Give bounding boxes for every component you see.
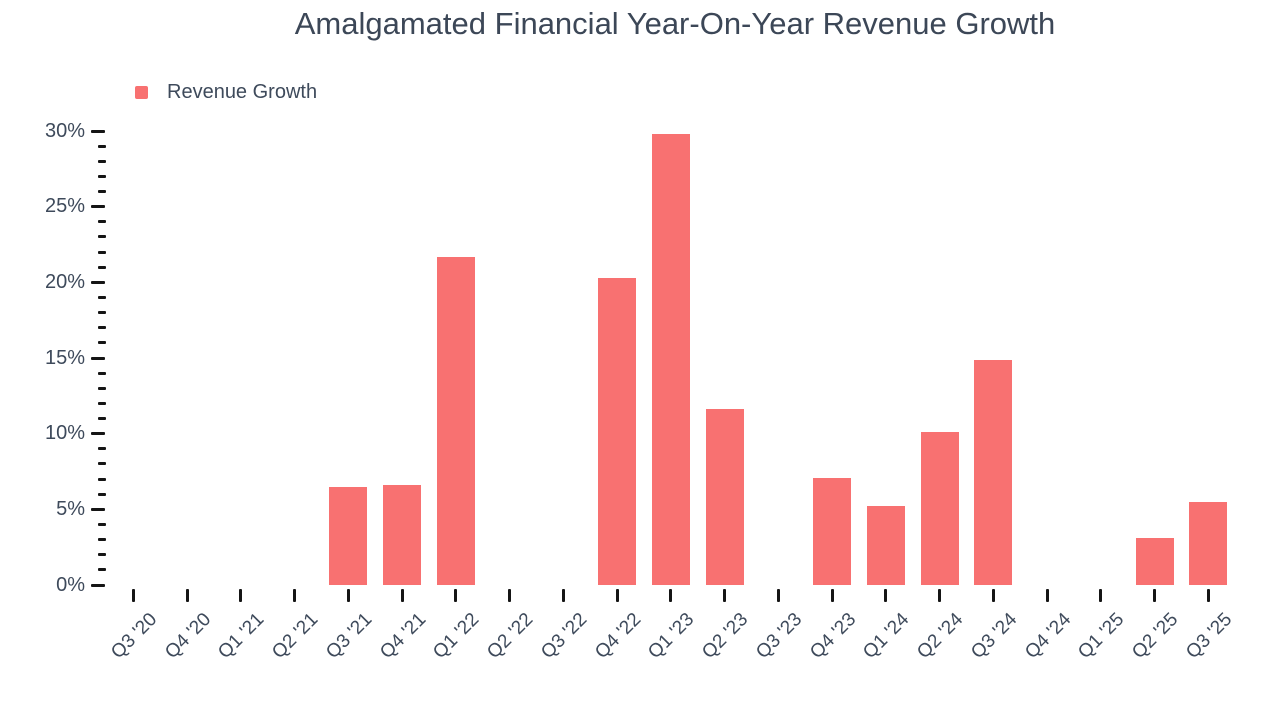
y-axis-tick-label: 5% (56, 497, 85, 520)
y-axis-tick-label: 20% (44, 270, 85, 293)
x-axis-tick (131, 589, 135, 602)
bar-q1-23[interactable] (651, 134, 690, 585)
y-axis-tick-label: 0% (56, 573, 85, 596)
bar-q3-24[interactable] (974, 359, 1013, 585)
x-axis-tick-label: Q1 '25 (1074, 609, 1129, 664)
y-axis-minor-tick (98, 159, 106, 163)
y-axis-major-tick (91, 280, 105, 284)
y-axis-major-tick (91, 129, 105, 133)
x-axis-tick-label: Q1 '21 (214, 609, 269, 664)
y-axis-minor-tick (98, 553, 106, 557)
y-axis-minor-tick (98, 326, 106, 330)
x-axis-tick-label: Q2 '25 (1128, 609, 1183, 664)
x-axis-tick-label: Q3 '22 (537, 609, 592, 664)
y-axis-minor-tick (98, 538, 106, 542)
y-axis-minor-tick (98, 568, 106, 572)
bar-q2-25[interactable] (1135, 538, 1174, 585)
x-axis-tick (830, 589, 834, 602)
x-axis-tick (561, 589, 565, 602)
bar-q2-24[interactable] (920, 432, 959, 585)
y-axis-minor-tick (98, 235, 106, 239)
bar-q3-25[interactable] (1189, 501, 1228, 585)
x-axis-tick-label: Q2 '23 (698, 609, 753, 664)
x-axis-tick (1045, 589, 1049, 602)
x-axis-tick-label: Q4 '23 (805, 609, 860, 664)
x-axis-tick (346, 589, 350, 602)
x-axis-tick (991, 589, 995, 602)
x-axis-tick-label: Q1 '23 (644, 609, 699, 664)
x-axis-tick (669, 589, 673, 602)
bar-q3-21[interactable] (329, 486, 368, 585)
y-axis-minor-tick (98, 295, 106, 299)
x-axis-tick (1099, 589, 1103, 602)
y-axis-tick-label: 25% (44, 195, 85, 218)
x-axis-tick (508, 589, 512, 602)
x-axis-tick-label: Q3 '23 (752, 609, 807, 664)
y-axis-minor-tick (98, 190, 106, 194)
x-axis-tick (1153, 589, 1157, 602)
x-axis-tick-label: Q2 '21 (268, 609, 323, 664)
y-axis-minor-tick (98, 462, 106, 466)
x-axis-tick-label: Q3 '21 (322, 609, 377, 664)
y-axis-minor-tick (98, 386, 106, 390)
y-axis-tick-label: 30% (44, 119, 85, 142)
x-axis-tick-label: Q2 '24 (913, 609, 968, 664)
x-axis-tick-label: Q4 '21 (375, 609, 430, 664)
y-axis-minor-tick (98, 144, 106, 148)
x-axis-tick-label: Q1 '24 (859, 609, 914, 664)
x-axis-tick-label: Q1 '22 (429, 609, 484, 664)
y-axis-major-tick (91, 432, 105, 436)
legend-label: Revenue Growth (167, 81, 318, 103)
y-axis-tick-label: 15% (44, 346, 85, 369)
bar-q1-22[interactable] (436, 256, 475, 585)
y-axis-minor-tick (98, 341, 106, 345)
x-axis-tick (454, 589, 458, 602)
x-axis-tick (1206, 589, 1210, 602)
y-axis-minor-tick (98, 522, 106, 526)
y-axis-minor-tick (98, 477, 106, 481)
x-axis-tick-label: Q3 '24 (967, 609, 1022, 664)
x-axis-tick (938, 589, 942, 602)
y-axis-minor-tick (98, 174, 106, 178)
y-axis-minor-tick (98, 220, 106, 224)
legend-swatch-icon (135, 86, 148, 99)
x-axis-tick (884, 589, 888, 602)
x-axis-tick-label: Q3 '20 (107, 609, 162, 664)
y-axis-minor-tick (98, 311, 106, 315)
x-axis-tick (723, 589, 727, 602)
bar-q2-23[interactable] (705, 409, 744, 585)
y-axis-minor-tick (98, 401, 106, 405)
y-axis-minor-tick (98, 492, 106, 496)
x-axis-tick-label: Q2 '22 (483, 609, 538, 664)
x-axis-tick (400, 589, 404, 602)
y-axis-minor-tick (98, 371, 106, 375)
x-axis-tick (185, 589, 189, 602)
x-axis-tick (615, 589, 619, 602)
y-axis-major-tick (91, 507, 105, 511)
x-axis-tick (239, 589, 243, 602)
bar-q4-21[interactable] (383, 485, 422, 585)
y-axis-minor-tick (98, 447, 106, 451)
x-axis-tick-label: Q4 '22 (590, 609, 645, 664)
bar-q4-23[interactable] (813, 477, 852, 585)
y-axis-minor-tick (98, 250, 106, 254)
y-axis-minor-tick (98, 265, 106, 269)
x-axis-tick-label: Q4 '24 (1020, 609, 1075, 664)
y-axis-major-tick (91, 356, 105, 360)
x-axis-tick (293, 589, 297, 602)
bar-q4-22[interactable] (598, 277, 637, 585)
y-axis-minor-tick (98, 417, 106, 421)
x-axis-tick-label: Q3 '25 (1182, 609, 1237, 664)
y-axis-major-tick (91, 583, 105, 587)
x-axis-tick (776, 589, 780, 602)
chart-title: Amalgamated Financial Year-On-Year Reven… (294, 6, 1056, 41)
y-axis-major-tick (91, 205, 105, 209)
legend-item-revenue-growth[interactable]: Revenue Growth (135, 81, 317, 104)
bar-q1-24[interactable] (866, 506, 905, 585)
y-axis-tick-label: 10% (44, 422, 85, 445)
x-axis-tick-label: Q4 '20 (160, 609, 215, 664)
